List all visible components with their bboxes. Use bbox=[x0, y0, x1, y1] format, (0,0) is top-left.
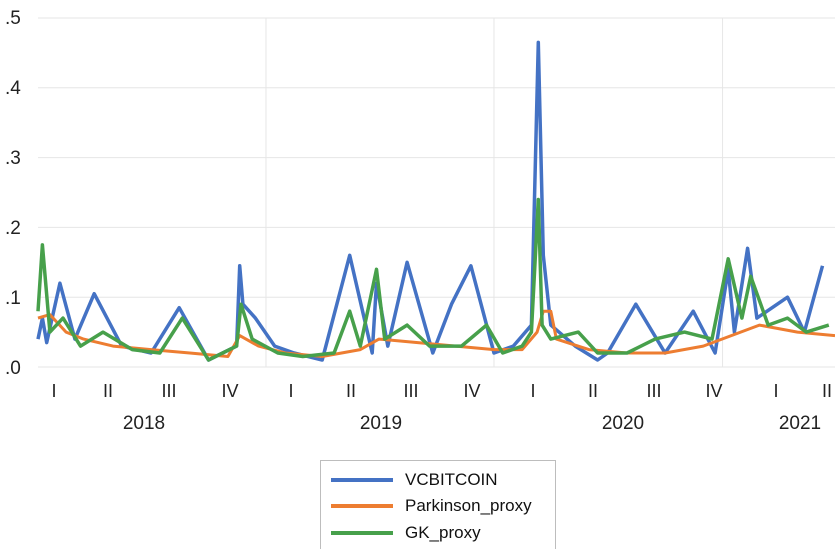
y-axis: .0 .1 .2 .3 .4 .5 bbox=[5, 8, 21, 379]
x-quarter-tick: III bbox=[403, 381, 418, 401]
y-tick-label: .0 bbox=[5, 358, 21, 379]
x-axis-years: 2018 2019 2020 2021 bbox=[123, 413, 821, 434]
x-quarter-tick: III bbox=[646, 381, 661, 401]
x-quarter-tick: IV bbox=[705, 381, 722, 401]
y-tick-label: .2 bbox=[5, 218, 21, 239]
x-quarter-tick: I bbox=[288, 381, 293, 401]
x-quarter-tick: I bbox=[51, 381, 56, 401]
x-year-tick: 2019 bbox=[360, 413, 402, 434]
legend-item: VCBITCOIN bbox=[331, 467, 498, 493]
x-axis-quarters: I II III IV I II III IV I II III IV I II bbox=[51, 381, 832, 401]
x-quarter-tick: IV bbox=[221, 381, 238, 401]
legend: VCBITCOIN Parkinson_proxy GK_proxy bbox=[320, 460, 556, 549]
legend-swatch bbox=[331, 504, 393, 508]
legend-label: GK_proxy bbox=[405, 523, 481, 542]
legend-label: VCBITCOIN bbox=[405, 470, 498, 489]
series-lines bbox=[36, 40, 835, 362]
x-quarter-tick: II bbox=[822, 381, 832, 401]
legend-label: Parkinson_proxy bbox=[405, 496, 532, 515]
x-quarter-tick: II bbox=[588, 381, 598, 401]
x-quarter-tick: IV bbox=[463, 381, 480, 401]
series-line-vcbitcoin bbox=[36, 40, 825, 362]
legend-swatch bbox=[331, 531, 393, 535]
x-quarter-tick: II bbox=[346, 381, 356, 401]
x-quarter-tick: III bbox=[161, 381, 176, 401]
legend-swatch bbox=[331, 478, 393, 482]
legend-item: GK_proxy bbox=[331, 520, 481, 546]
y-tick-label: .3 bbox=[5, 148, 21, 169]
y-tick-label: .4 bbox=[5, 78, 21, 99]
x-year-tick: 2020 bbox=[602, 413, 644, 434]
series-line-gk_proxy bbox=[36, 197, 830, 362]
chart-canvas: .0 .1 .2 .3 .4 .5 I II III IV I II III I… bbox=[5, 8, 835, 434]
y-tick-label: .5 bbox=[5, 8, 21, 29]
y-tick-label: .1 bbox=[5, 288, 21, 309]
x-quarter-tick: I bbox=[773, 381, 778, 401]
x-quarter-tick: I bbox=[530, 381, 535, 401]
x-year-tick: 2021 bbox=[779, 413, 821, 434]
legend-item: Parkinson_proxy bbox=[331, 493, 532, 519]
x-year-tick: 2018 bbox=[123, 413, 165, 434]
grid bbox=[38, 17, 835, 368]
x-quarter-tick: II bbox=[103, 381, 113, 401]
